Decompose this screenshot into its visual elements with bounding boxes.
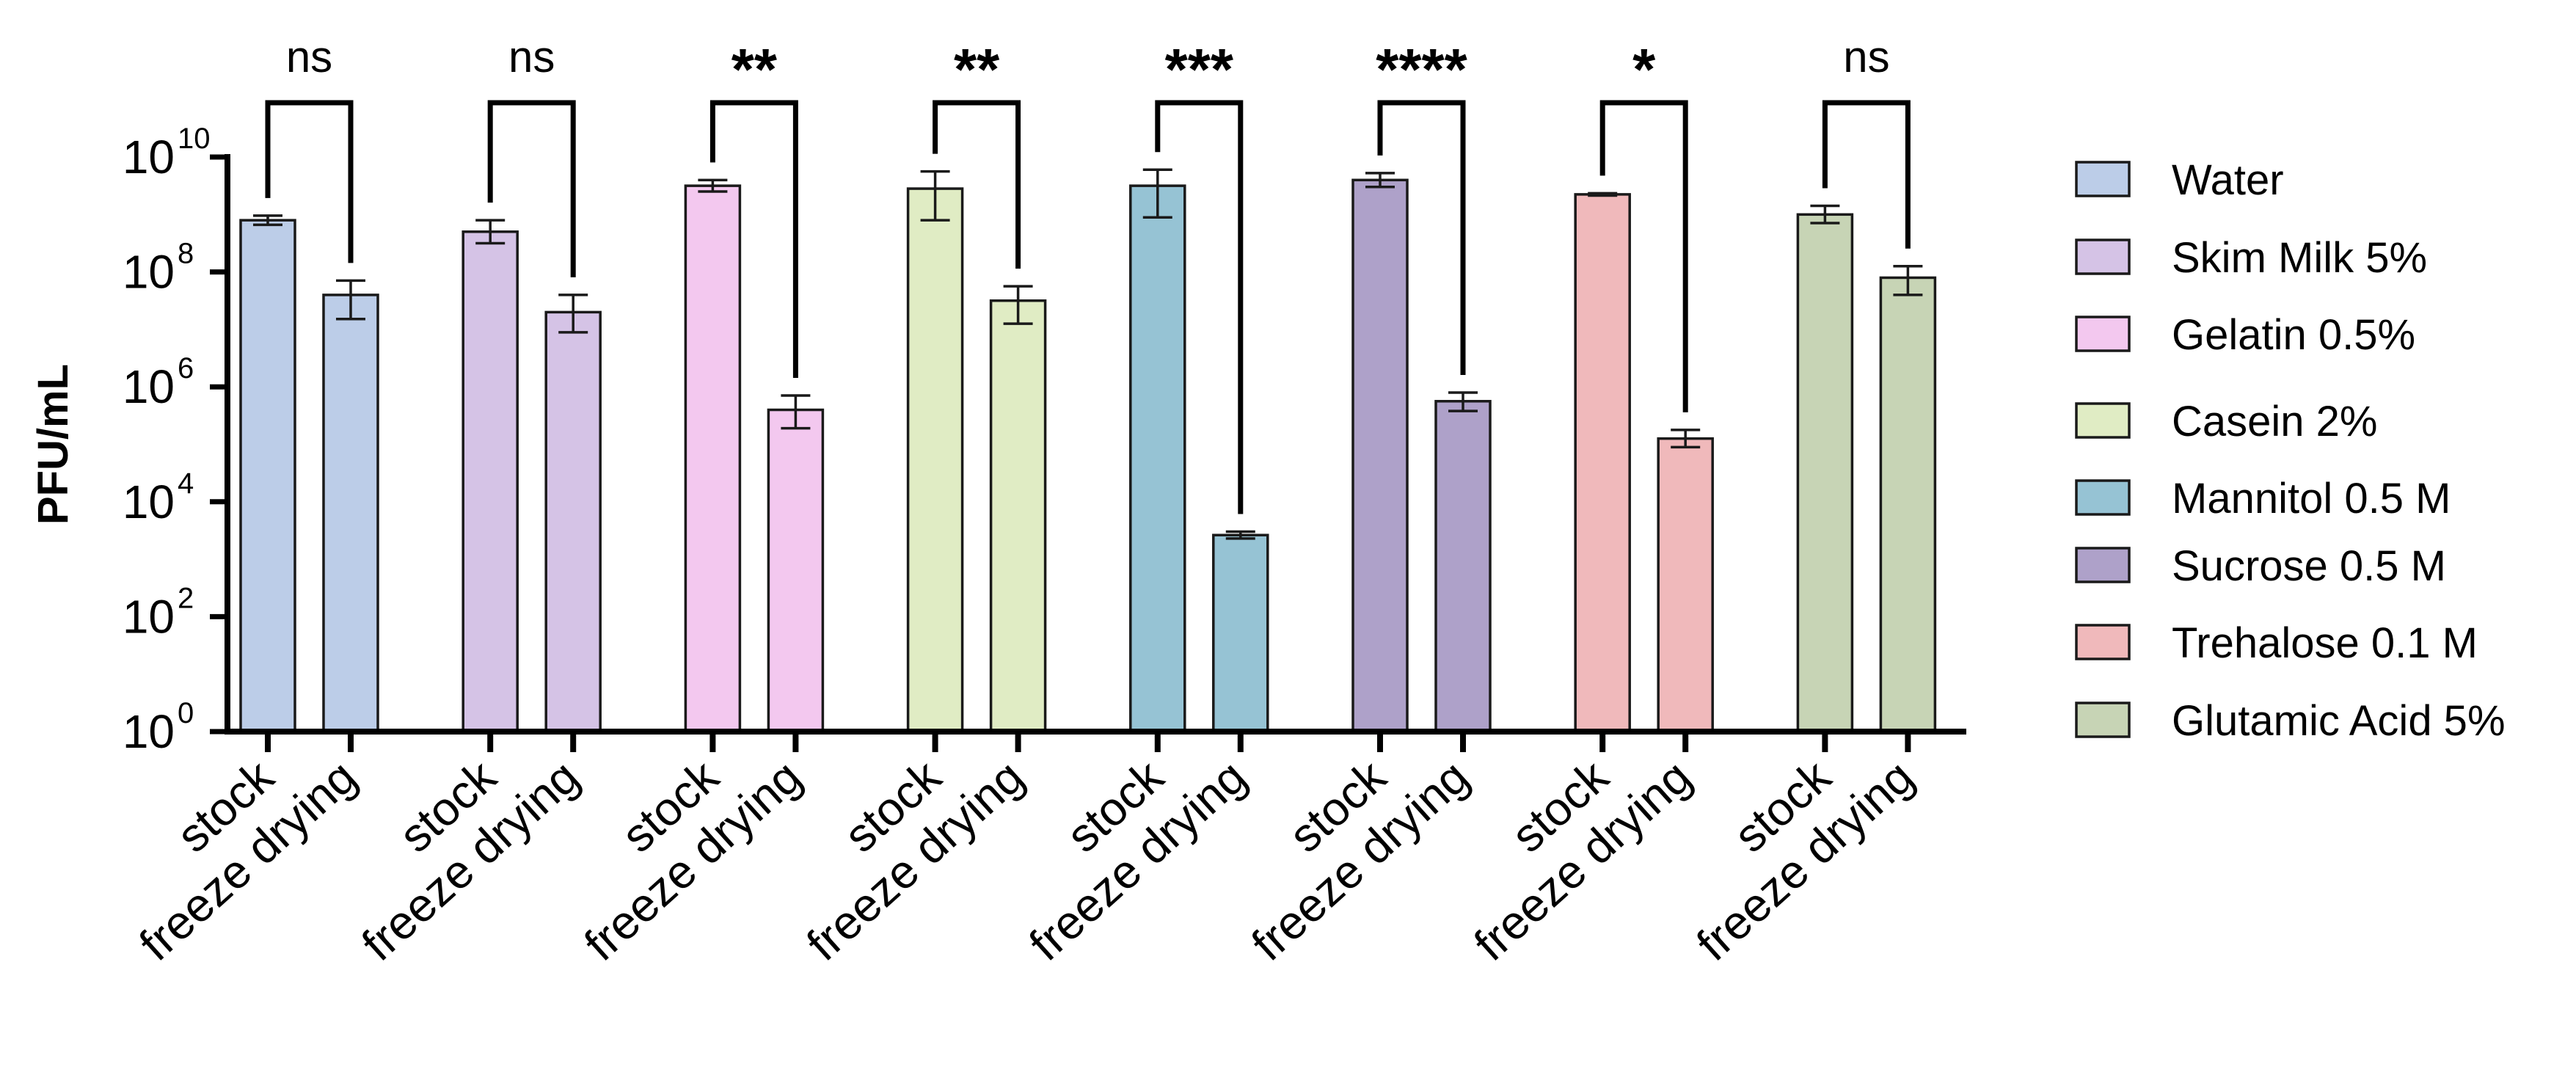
bar-freeze bbox=[1434, 400, 1492, 733]
legend-swatch bbox=[2075, 702, 2131, 738]
legend-label: Skim Milk 5% bbox=[2172, 234, 2427, 282]
y-tick-label: 10 bbox=[123, 705, 175, 758]
legend-swatch bbox=[2075, 161, 2131, 197]
bar-stock bbox=[239, 219, 296, 733]
bar-freeze bbox=[1212, 533, 1269, 733]
bar-freeze bbox=[322, 294, 379, 733]
significance-label: ns bbox=[1843, 32, 1889, 81]
significance-bracket bbox=[265, 100, 354, 263]
significance-bracket bbox=[933, 100, 1021, 269]
y-tick-label: 10 bbox=[123, 246, 175, 299]
y-tick-exponent: 8 bbox=[178, 238, 194, 270]
legend-swatch bbox=[2075, 238, 2131, 275]
significance-bracket bbox=[1599, 100, 1688, 412]
y-tick-label: 10 bbox=[123, 360, 175, 413]
bar-freeze bbox=[544, 310, 602, 733]
bar-stock bbox=[684, 184, 742, 733]
legend-label: Glutamic Acid 5% bbox=[2172, 697, 2506, 745]
legend-label: Gelatin 0.5% bbox=[2172, 311, 2415, 359]
significance-bracket bbox=[1377, 100, 1466, 376]
bar-freeze bbox=[1657, 437, 1714, 733]
y-tick-exponent: 6 bbox=[178, 352, 194, 385]
significance-label: **** bbox=[1376, 37, 1467, 102]
legend-swatch bbox=[2075, 479, 2131, 516]
bar-stock bbox=[1351, 178, 1409, 733]
legend-swatch bbox=[2075, 624, 2131, 660]
y-tick-label: 10 bbox=[123, 131, 175, 183]
legend-label: Trehalose 0.1 M bbox=[2172, 619, 2478, 667]
y-tick-exponent: 10 bbox=[178, 123, 211, 155]
y-tick-exponent: 2 bbox=[178, 582, 194, 614]
significance-label: ** bbox=[954, 37, 1000, 102]
significance-bracket bbox=[1822, 100, 1911, 249]
bar-freeze bbox=[1879, 276, 1937, 733]
error-bars-layer bbox=[253, 168, 1923, 540]
significance-label: ** bbox=[731, 37, 778, 102]
significance-bracket bbox=[1155, 100, 1244, 514]
bar-stock bbox=[1796, 213, 1854, 733]
legend-swatch bbox=[2075, 402, 2131, 439]
bar-stock bbox=[461, 230, 519, 733]
y-tick-exponent: 0 bbox=[178, 697, 194, 729]
bar-stock bbox=[1129, 184, 1186, 733]
y-tick-label: 10 bbox=[123, 475, 175, 528]
legend-swatch bbox=[2075, 316, 2131, 352]
y-tick-label: 10 bbox=[123, 590, 175, 643]
legend-label: Casein 2% bbox=[2172, 398, 2377, 445]
significance-label: ns bbox=[286, 32, 332, 81]
legend: Water Skim Milk 5% Gelatin 0.5% Casein 2% Ma… bbox=[2075, 156, 2506, 745]
legend-label: Mannitol 0.5 M bbox=[2172, 475, 2451, 522]
y-tick-exponent: 4 bbox=[178, 467, 194, 500]
y-axis-title: PFU/mL bbox=[29, 364, 77, 525]
bar-stock bbox=[1574, 193, 1631, 733]
bar-stock bbox=[906, 187, 964, 733]
significance-bracket bbox=[487, 100, 576, 277]
legend-label: Water bbox=[2172, 156, 2284, 204]
bar-freeze bbox=[989, 299, 1047, 733]
significance-label: * bbox=[1632, 37, 1656, 102]
legend-label: Sucrose 0.5 M bbox=[2172, 542, 2446, 590]
bar-freeze bbox=[767, 408, 825, 733]
significance-bracket bbox=[709, 100, 798, 378]
bars-layer bbox=[239, 178, 1937, 733]
significance-layer: ns ns ** ** *** **** * ns bbox=[265, 32, 1911, 514]
legend-swatch bbox=[2075, 547, 2131, 583]
significance-label: ns bbox=[508, 32, 555, 81]
significance-label: *** bbox=[1165, 37, 1234, 102]
